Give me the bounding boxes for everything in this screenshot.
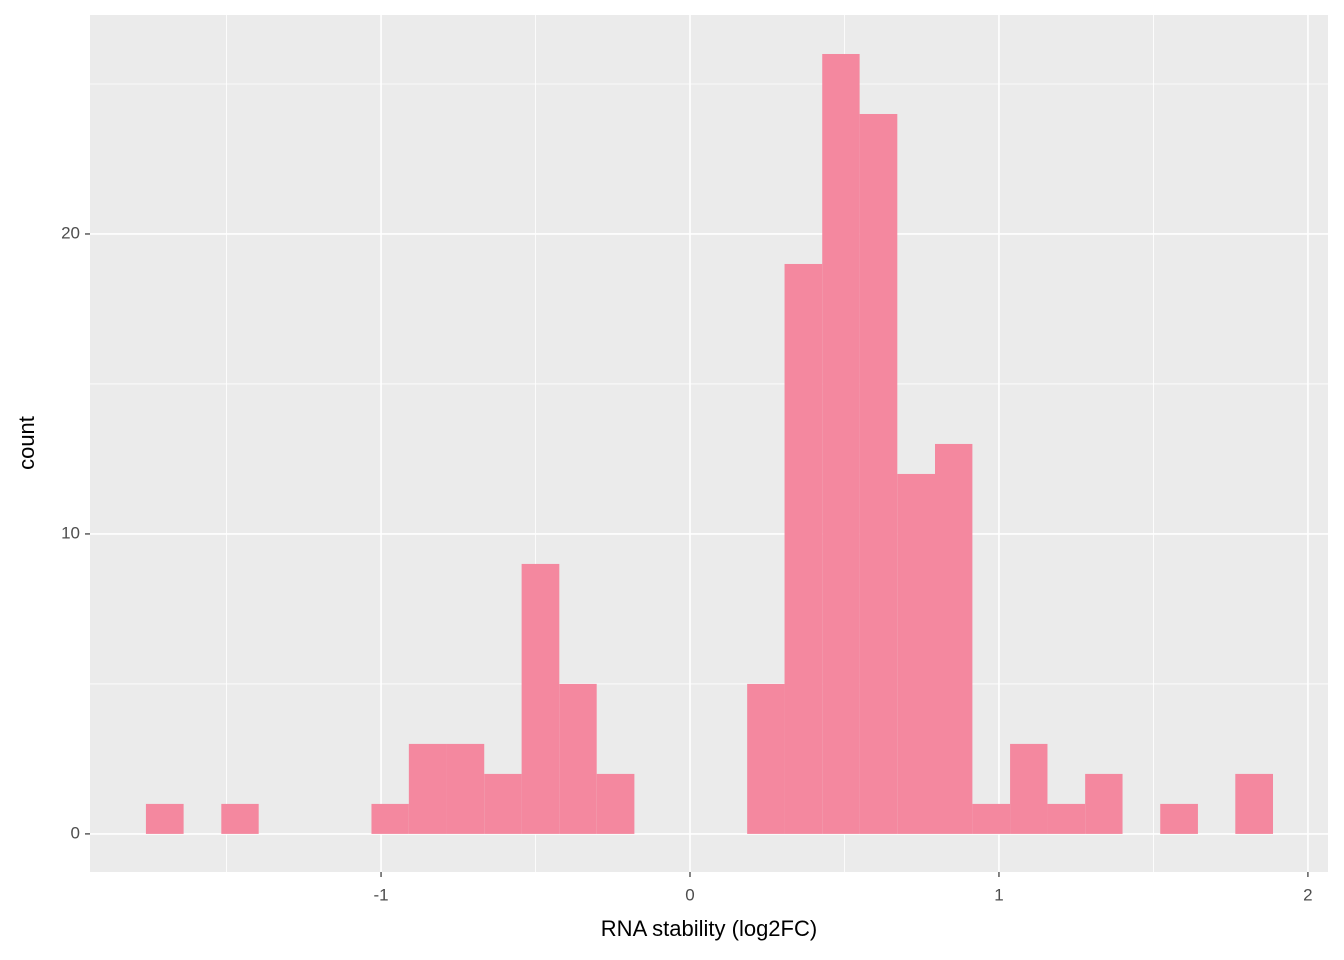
bar bbox=[484, 773, 522, 834]
y-tick-label: 0 bbox=[71, 823, 80, 842]
bar bbox=[596, 773, 635, 834]
x-tick-label: 0 bbox=[685, 885, 694, 904]
bar bbox=[446, 743, 485, 834]
bar bbox=[559, 683, 597, 834]
bar bbox=[1010, 743, 1048, 834]
y-tick-label: 10 bbox=[61, 523, 80, 542]
bar bbox=[1047, 803, 1086, 834]
bar bbox=[221, 803, 259, 834]
plot-background bbox=[90, 15, 1328, 872]
x-axis-title: RNA stability (log2FC) bbox=[601, 916, 817, 941]
bar bbox=[408, 743, 447, 834]
bar bbox=[972, 803, 1011, 834]
bar bbox=[822, 53, 860, 834]
bar bbox=[1235, 773, 1274, 834]
bar bbox=[784, 263, 823, 834]
bar bbox=[1085, 773, 1123, 834]
bar bbox=[1160, 803, 1198, 834]
bar bbox=[897, 473, 936, 834]
x-tick-label: 1 bbox=[994, 885, 1003, 904]
bar bbox=[145, 803, 184, 834]
bar bbox=[935, 443, 973, 834]
bar bbox=[747, 683, 785, 834]
y-axis-title: count bbox=[14, 416, 39, 470]
x-tick-label: -1 bbox=[373, 885, 388, 904]
bar bbox=[371, 803, 409, 834]
bar bbox=[521, 563, 560, 834]
bar bbox=[859, 113, 898, 834]
y-tick-label: 20 bbox=[61, 223, 80, 242]
x-tick-label: 2 bbox=[1303, 885, 1312, 904]
